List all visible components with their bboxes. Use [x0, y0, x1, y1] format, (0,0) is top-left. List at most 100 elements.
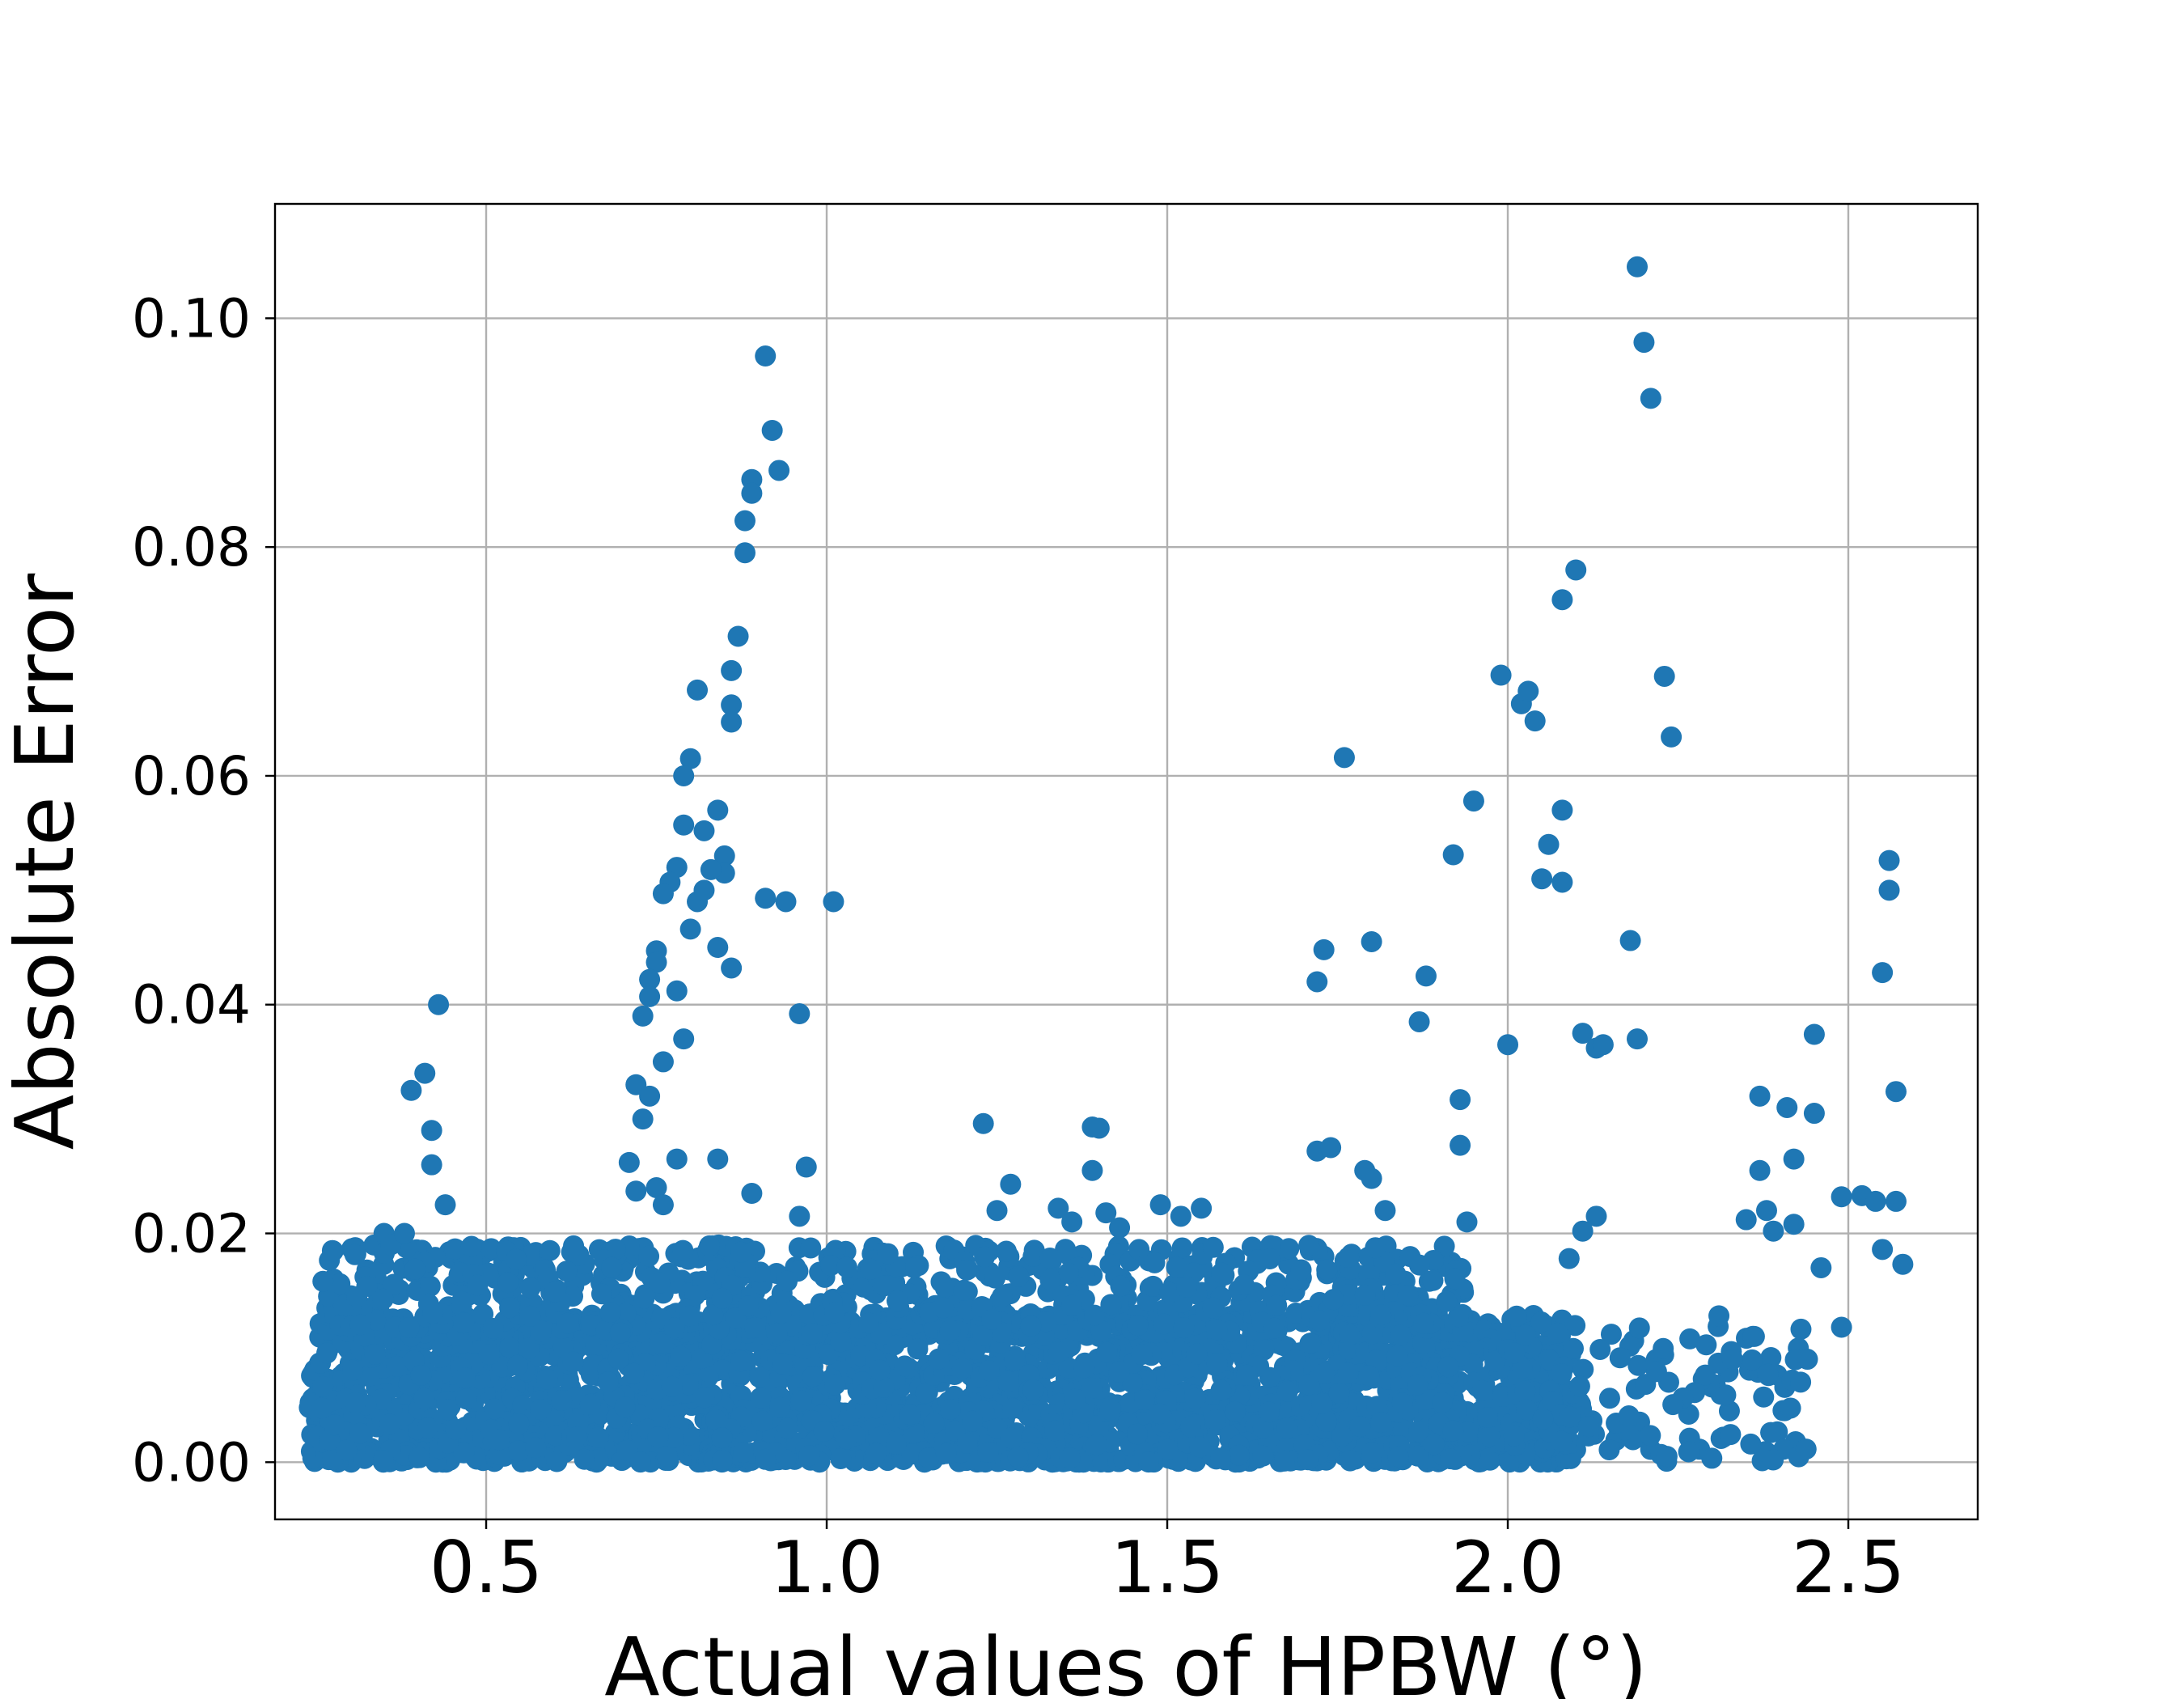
scatter-point	[1370, 1412, 1392, 1434]
scatter-point	[1477, 1407, 1499, 1429]
scatter-point	[1551, 1363, 1572, 1385]
scatter-point	[566, 1426, 588, 1448]
scatter-point	[1524, 710, 1546, 732]
scatter-point	[981, 1308, 1003, 1330]
scatter-point	[508, 1413, 530, 1434]
scatter-point	[830, 1331, 852, 1353]
scatter-point	[530, 1320, 552, 1342]
scatter-point	[478, 1344, 500, 1366]
scatter-point	[823, 891, 844, 913]
scatter-point	[1206, 1319, 1228, 1341]
scatter-point	[1831, 1186, 1852, 1208]
scatter-point	[951, 1358, 973, 1379]
scatter-point	[1497, 1034, 1519, 1056]
scatter-point	[1059, 1447, 1081, 1469]
scatter-point	[539, 1239, 561, 1261]
scatter-point	[1202, 1236, 1224, 1258]
scatter-point	[813, 1421, 835, 1443]
scatter-point	[1516, 1399, 1538, 1421]
scatter-point	[421, 1120, 442, 1142]
scatter-point	[777, 1417, 798, 1439]
scatter-point	[546, 1451, 568, 1472]
axis-ticks: 0.5 1.0 1.5 2.0 2.5 0.00 0.02 0.04 0.06 0.08 0.10	[132, 287, 1905, 1609]
scatter-point	[962, 1410, 984, 1432]
scatter-point	[1783, 1148, 1805, 1170]
scatter-point	[1640, 1425, 1661, 1447]
scatter-point	[1366, 1396, 1388, 1417]
scatter-point	[1224, 1400, 1246, 1422]
scatter-point	[413, 1388, 435, 1409]
scatter-point	[1276, 1380, 1298, 1402]
scatter-point	[1253, 1339, 1275, 1361]
y-axis-title: Absolute Error	[0, 573, 92, 1150]
scatter-point	[1086, 1434, 1107, 1455]
scatter-point	[711, 1287, 733, 1309]
scatter-point	[761, 419, 783, 441]
scatter-point	[1757, 1363, 1779, 1385]
scatter-point	[410, 1364, 432, 1386]
scatter-point	[639, 968, 661, 990]
y-tick-label: 0.02	[132, 1203, 251, 1265]
scatter-point	[556, 1260, 578, 1282]
plot-frame	[273, 202, 1979, 1521]
scatter-point	[652, 1051, 674, 1073]
x-tick-label: 2.0	[1451, 1526, 1564, 1609]
scatter-point	[1392, 1419, 1414, 1441]
scatter-point	[1628, 1317, 1650, 1339]
scatter-point	[1173, 1317, 1195, 1339]
scatter-point	[1742, 1325, 1764, 1347]
scatter-point	[1273, 1450, 1295, 1472]
scatter-point	[499, 1297, 521, 1319]
scatter-point	[1048, 1341, 1069, 1362]
scatter-point	[1064, 1388, 1086, 1410]
scatter-point	[1740, 1433, 1762, 1455]
scatter-point	[1290, 1259, 1312, 1281]
scatter-point	[1564, 1315, 1586, 1337]
scatter-point	[1044, 1420, 1066, 1442]
scatter-point	[824, 1374, 846, 1396]
scatter-point	[1206, 1353, 1228, 1375]
x-tick-label: 2.5	[1792, 1526, 1905, 1609]
scatter-point	[1109, 1217, 1131, 1239]
scatter-point	[1263, 1317, 1285, 1339]
x-tick-label: 0.5	[430, 1526, 543, 1609]
scatter-point	[1176, 1276, 1198, 1298]
scatter-point	[633, 1287, 655, 1309]
scatter-point	[1233, 1274, 1255, 1296]
scatter-point	[519, 1305, 541, 1327]
scatter-point	[312, 1270, 334, 1292]
scatter-point	[414, 1062, 436, 1084]
scatter-point	[1315, 1410, 1337, 1432]
scatter-point	[1320, 1137, 1342, 1159]
scatter-point	[329, 1273, 351, 1294]
scatter-point	[1004, 1349, 1026, 1371]
y-tick-label: 0.06	[132, 745, 251, 807]
scatter-point	[1872, 1239, 1894, 1260]
scatter-point	[1592, 1034, 1614, 1056]
scatter-point	[1484, 1350, 1506, 1372]
scatter-point	[1503, 1425, 1525, 1447]
scatter-point	[1408, 1421, 1430, 1443]
scatter-point	[601, 1256, 623, 1278]
scatter-point	[1081, 1159, 1103, 1181]
scatter-point	[755, 1448, 777, 1470]
scatter-point	[866, 1443, 887, 1464]
scatter-point	[1297, 1449, 1318, 1471]
scatter-point	[1370, 1304, 1392, 1326]
scatter-point	[1531, 868, 1553, 890]
scatter-point	[956, 1432, 978, 1454]
scatter-point	[1110, 1275, 1132, 1297]
scatter-point	[1627, 1028, 1648, 1050]
scatter-point	[312, 1375, 334, 1397]
scatter-point	[1211, 1262, 1233, 1284]
scatter-point	[345, 1392, 366, 1413]
scatter-point	[1209, 1447, 1231, 1469]
scatter-point	[1276, 1417, 1298, 1439]
scatter-point	[1600, 1324, 1622, 1345]
scatter-point	[699, 1235, 721, 1256]
scatter-point	[1572, 1358, 1594, 1380]
scatter-point	[1505, 1305, 1527, 1327]
scatter-point	[1001, 1397, 1023, 1419]
scatter-point	[1022, 1245, 1044, 1267]
scatter-point	[1432, 1392, 1454, 1413]
